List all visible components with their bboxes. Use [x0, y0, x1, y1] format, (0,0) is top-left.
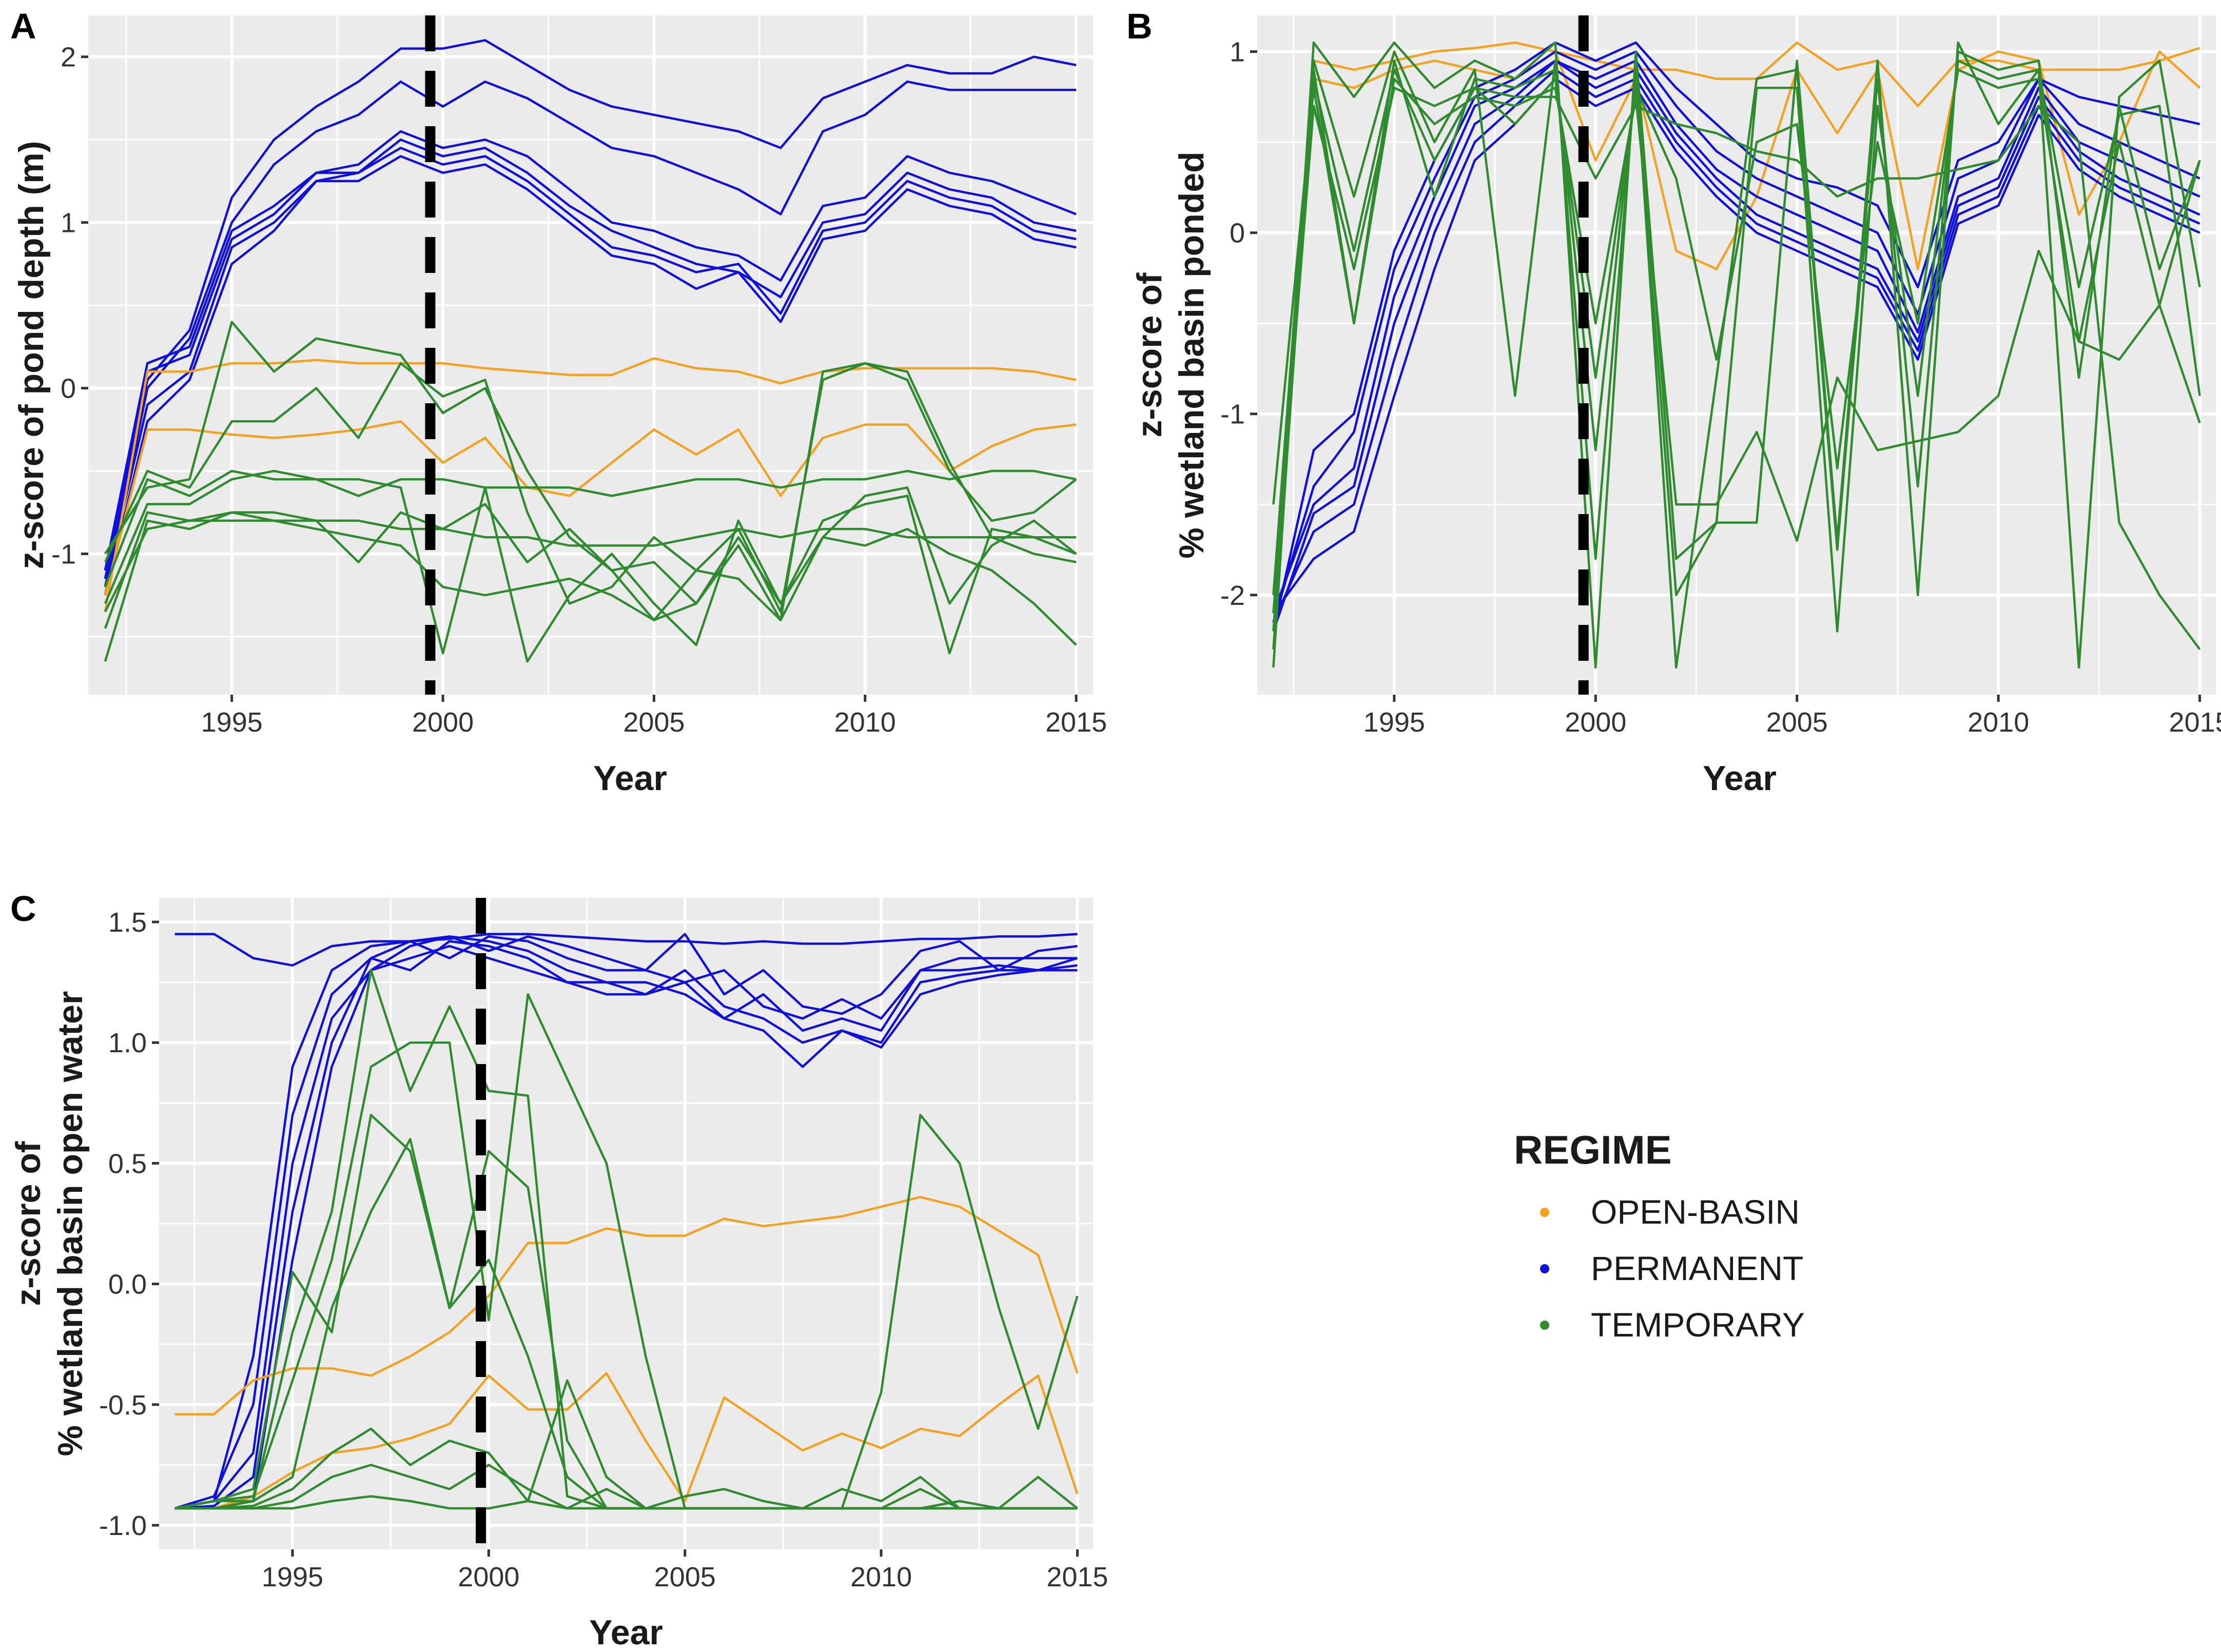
x-tick-label: 2005	[654, 1562, 716, 1592]
y-tick-label: 0.5	[108, 1148, 147, 1179]
series-line-temporary-9	[104, 321, 1077, 621]
y-tick-label: -1	[51, 539, 76, 570]
x-tick-label: 1995	[262, 1562, 323, 1592]
panel-c: 1995 2000 2005 2010 2015 -1.0 -0.5 0.0 0.5 1.0 1.5…	[9, 889, 1108, 1652]
plot-background	[88, 15, 1093, 695]
y-axis-title: z-score of pond depth (m)	[12, 141, 51, 569]
x-tick-label: 2010	[1967, 707, 2029, 738]
panel-letter: A	[10, 6, 36, 46]
y-axis-title: z-score of	[1130, 272, 1169, 438]
y-axis-title: z-score of	[9, 1141, 48, 1306]
series-line-permanent-1	[104, 39, 1077, 587]
legend-label-permanent: PERMANENT	[1591, 1249, 1803, 1287]
legend-label-open-basin: OPEN-BASIN	[1591, 1193, 1800, 1231]
series-line-temporary-12	[104, 469, 1077, 663]
series-line-open-basin-7	[174, 1196, 1079, 1415]
series-line-temporary-14	[104, 511, 1077, 662]
x-tick-label: 1995	[1363, 707, 1425, 738]
x-axis-title: Year	[593, 759, 667, 798]
series-line-permanent-5	[1272, 60, 2200, 614]
x-axis-title: Year	[589, 1613, 663, 1652]
legend-title: REGIME	[1514, 1127, 1672, 1172]
series-line-open-basin-8	[104, 420, 1077, 596]
x-tick-label: 2015	[1045, 707, 1107, 738]
series-line-permanent-5	[174, 940, 1078, 1510]
series-line-temporary-13	[104, 486, 1077, 629]
x-tick-label: 2010	[834, 707, 896, 738]
y-tick-label: -0.5	[99, 1390, 147, 1421]
series-line-permanent-2	[174, 933, 1078, 1510]
series-line-permanent-5	[104, 147, 1077, 587]
y-tick-label: 1	[1230, 37, 1245, 68]
panel-letter: C	[10, 889, 36, 929]
legend-key-open-basin	[1540, 1208, 1549, 1217]
x-tick-label: 2005	[1766, 707, 1828, 738]
series-line-permanent-6	[174, 945, 1078, 1510]
y-axis-title: % wetland basin open water	[51, 991, 90, 1457]
series-line-permanent-3	[174, 935, 1078, 1510]
x-tick-label: 2000	[458, 1562, 519, 1592]
y-tick-label: -1.0	[99, 1510, 147, 1541]
y-axis-title: % wetland basin ponded	[1172, 151, 1211, 558]
series-line-permanent-4	[174, 935, 1078, 1510]
series-line-temporary-11	[1272, 60, 2201, 633]
series-line-temporary-13	[174, 1379, 1078, 1510]
series-line-permanent-2	[104, 80, 1077, 596]
y-tick-label: 1.5	[108, 907, 147, 938]
legend: REGIME OPEN-BASIN PERMANENT TEMPORARY	[1514, 1127, 1805, 1344]
legend-key-temporary	[1540, 1321, 1549, 1330]
y-tick-label: 0	[1230, 218, 1245, 249]
x-tick-label: 1995	[201, 707, 263, 738]
series-line-permanent-4	[104, 138, 1077, 579]
y-tick-label: -2	[1220, 580, 1245, 611]
series-line-permanent-4	[1272, 50, 2200, 623]
panel-b: 1995 2000 2005 2010 2015 -2 -1 0 1 Year z-score of…	[1126, 6, 2221, 798]
x-tick-label: 2005	[623, 707, 685, 738]
x-tick-label: 2010	[850, 1562, 912, 1592]
x-tick-label: 2015	[2169, 707, 2221, 738]
series-line-temporary-10	[104, 362, 1077, 613]
series-line-temporary-15	[174, 1495, 1078, 1510]
series-line-temporary-14	[1272, 86, 2201, 651]
series-line-permanent-3	[104, 130, 1077, 571]
y-tick-label: 0.0	[108, 1269, 147, 1300]
panel-a: 1995 2000 2005 2010 2015 -1 0 1 2 Year z-score of …	[10, 6, 1107, 798]
series-line-temporary-13	[1272, 77, 2201, 542]
y-tick-label: 0	[61, 373, 76, 404]
y-tick-label: -1	[1220, 399, 1245, 430]
x-tick-label: 2000	[412, 707, 474, 738]
series-line-temporary-9	[1272, 41, 2201, 669]
x-axis-title: Year	[1703, 759, 1777, 798]
y-tick-label: 2	[61, 42, 76, 73]
series-line-open-basin-8	[174, 1372, 1079, 1510]
y-tick-label: 1	[61, 208, 76, 239]
series-line-temporary-12	[1272, 68, 2201, 650]
legend-label-temporary: TEMPORARY	[1591, 1306, 1805, 1344]
series-line-open-basin-1	[1272, 41, 2200, 595]
y-tick-label: 1.0	[108, 1028, 147, 1058]
panel-letter: B	[1126, 6, 1153, 46]
series-line-permanent-6	[104, 155, 1077, 596]
series-line-temporary-15	[104, 519, 1077, 646]
series-line-temporary-11	[104, 469, 1077, 587]
legend-key-permanent	[1540, 1264, 1549, 1273]
series-line-permanent-1	[174, 933, 1078, 967]
series-line-temporary-14	[174, 1464, 1078, 1510]
x-tick-label: 2015	[1046, 1562, 1108, 1592]
x-tick-label: 2000	[1565, 707, 1626, 738]
